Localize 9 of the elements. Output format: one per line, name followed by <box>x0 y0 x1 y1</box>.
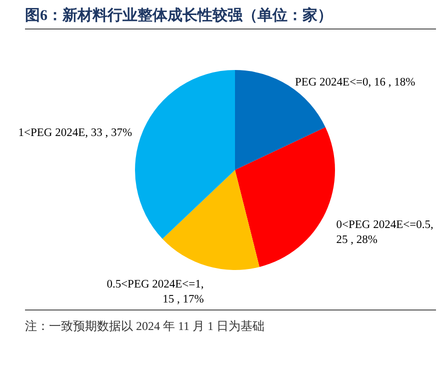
pie-slice <box>162 170 260 270</box>
slice-label: 1<PEG 2024E, 33 , 37% <box>18 126 133 139</box>
text: 注：一致预期数据以 2024 年 11 月 1 日为基础 <box>25 319 265 333</box>
slice-label: 0.5<PEG 2024E<=1, 15 , 17% <box>106 278 204 306</box>
pie-slice <box>235 127 335 267</box>
slice-label: PEG 2024E<=0, 16 , 18% <box>294 76 416 88</box>
slice-label: 0<PEG 2024E<=0.5, 25 , 28% <box>336 218 434 246</box>
chart-title: 图6：新材料行业整体成长性较强（单位：家） <box>25 6 332 24</box>
pie-slice <box>135 70 235 239</box>
